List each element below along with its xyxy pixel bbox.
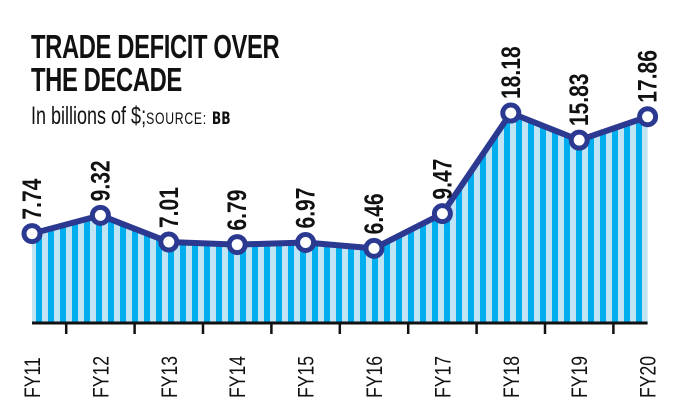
data-label: 6.97 — [291, 188, 321, 229]
data-point — [295, 231, 317, 253]
chart-subtitle: In billions of $;SOURCE: BB — [31, 102, 231, 131]
data-label: 6.46 — [360, 193, 390, 234]
x-tick-label: FY17 — [432, 356, 456, 398]
data-point — [568, 129, 590, 151]
data-point — [500, 102, 522, 124]
data-label: 7.01 — [154, 187, 184, 228]
data-label: 7.74 — [18, 178, 48, 219]
area-fill — [32, 113, 648, 324]
data-label: 9.47 — [428, 159, 458, 200]
data-point — [158, 231, 180, 253]
x-tick-label: FY13 — [158, 356, 182, 398]
data-label: 18.18 — [496, 46, 526, 99]
x-tick-label: FY19 — [568, 356, 592, 398]
data-point — [226, 234, 248, 256]
subtitle-text: In billions of $; — [31, 102, 147, 130]
data-label: 15.83 — [565, 73, 595, 126]
x-tick-label: FY20 — [637, 356, 661, 398]
data-label: 9.32 — [86, 160, 116, 201]
x-tick-label: FY18 — [500, 356, 524, 398]
data-point — [363, 237, 385, 259]
source-value: BB — [211, 109, 231, 129]
chart-title-line1: TRADE DEFICIT OVER — [31, 28, 280, 65]
data-label: 6.79 — [223, 190, 253, 231]
data-label: 17.86 — [633, 50, 663, 103]
x-tick-label: FY15 — [295, 356, 319, 398]
data-point — [21, 223, 43, 245]
data-point — [637, 106, 659, 128]
data-point — [431, 203, 453, 225]
x-tick-label: FY12 — [90, 356, 114, 398]
chart-title-line2: THE DECADE — [31, 61, 182, 98]
series-line — [31, 110, 649, 252]
data-point — [89, 204, 111, 226]
x-tick-label: FY14 — [226, 356, 250, 398]
x-tick-label: FY11 — [21, 357, 45, 398]
source-label: SOURCE: — [146, 109, 207, 128]
x-tick-label: FY16 — [363, 356, 387, 398]
